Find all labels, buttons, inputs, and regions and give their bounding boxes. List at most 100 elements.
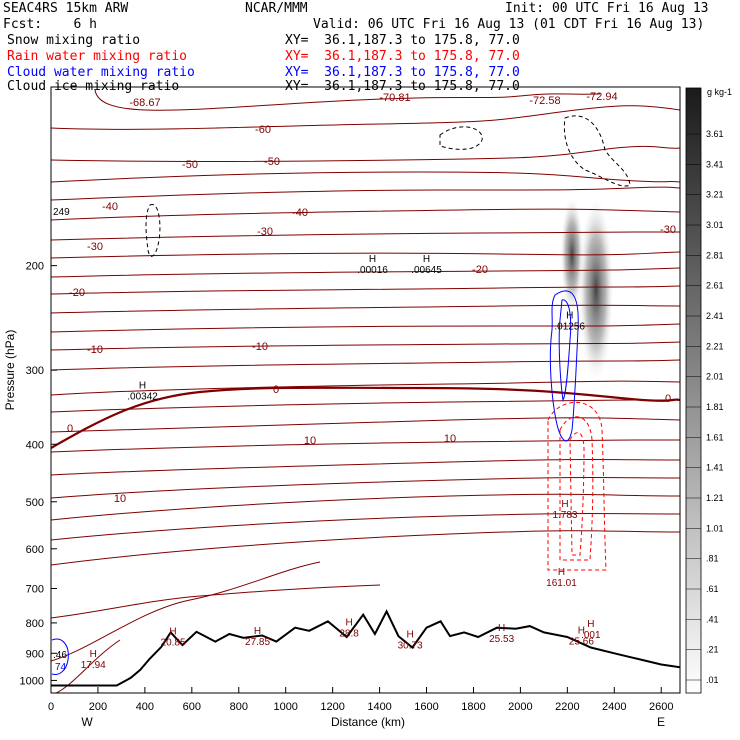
contour-label: -68.67 (129, 97, 160, 109)
extrema-value: 28.8 (339, 628, 359, 639)
contour-line (51, 493, 680, 521)
contour-label: -10 (87, 344, 103, 356)
colorbar-label: 1.01 (706, 523, 724, 533)
extrema-marker: H (254, 626, 261, 637)
rain-contour (547, 401, 607, 571)
extrema-marker: H (169, 627, 176, 638)
y-axis: 200 300 400 500 600 700 800 900 1000 (20, 261, 57, 687)
contour-label: -20 (69, 287, 85, 299)
contour-line (51, 477, 680, 499)
ice-contour (439, 126, 483, 150)
extrema-marker: H (139, 381, 146, 392)
contour-line (51, 513, 680, 541)
extrema-value: .00342 (127, 392, 158, 403)
contour-label: 10 (444, 433, 456, 445)
contour-line (51, 380, 680, 396)
colorbar-label: 2.01 (706, 372, 724, 382)
rain-contour (569, 432, 585, 556)
field-cloud-water-label: Cloud water mixing ratio (7, 65, 195, 80)
contour-label: -20 (472, 264, 488, 276)
y-tick-label: 500 (26, 497, 44, 509)
y-axis-label: Pressure (hPa) (3, 330, 17, 411)
contour-label: -50 (182, 159, 198, 171)
extrema-marker: H (558, 567, 565, 578)
field-snow-label: Snow mixing ratio (7, 33, 141, 48)
x-axis-west-label: W (81, 715, 93, 729)
colorbar-label: .81 (706, 554, 719, 564)
extrema-value: 27.85 (245, 637, 270, 648)
contour-line (51, 171, 680, 183)
contour-label: -40 (292, 207, 308, 219)
colorbar (685, 87, 702, 694)
extrema-labels: H.00016H.00645H.01256H.00342H1.783H161.0… (53, 207, 601, 673)
contour-labels: -72.94 -72.58 -70.81 -68.67 -60 -50 -50 -40 -40 -… (67, 91, 676, 505)
x-tick-label: 600 (183, 701, 201, 713)
extrema-marker: H (345, 617, 352, 628)
plot-frame (50, 86, 681, 694)
extrema-value: 30.73 (398, 640, 423, 651)
x-tick-label: 1600 (414, 701, 438, 713)
contour-line (51, 267, 680, 278)
ice-contour (145, 204, 161, 257)
extrema-marker: H (406, 629, 413, 640)
contour-label: -72.94 (586, 91, 617, 103)
contour-line (51, 530, 680, 566)
cloud-water-contour (549, 290, 579, 442)
edge-label: 74 (55, 662, 67, 673)
contour-line (51, 208, 680, 221)
field-rain-label: Rain water mixing ratio (7, 49, 188, 64)
cloud-ice-contours (145, 115, 631, 257)
y-tick-label: 700 (26, 584, 44, 596)
extrema-marker: H (561, 499, 568, 510)
colorbar-labels: 3.61 3.41 3.21 3.01 2.81 2.61 2.41 2.21 2.01 1.81… (686, 129, 724, 685)
contour-line (51, 561, 321, 662)
cloud-water-contour (558, 299, 572, 402)
colorbar-label: 1.81 (706, 402, 724, 412)
edge-label: .46 (53, 650, 67, 661)
field-rain-xy: XY= 36.1,187.3 to 175.8, 77.0 (285, 49, 520, 64)
contour-line (51, 341, 680, 351)
contour-line (51, 186, 680, 201)
extrema-marker: H (423, 254, 430, 265)
colorbar-label: 1.61 (706, 432, 724, 442)
init-time: Init: 00 UTC Fri 16 Aug 13 (505, 1, 709, 16)
extrema-value: 25.53 (489, 634, 514, 645)
x-tick-label: 1000 (273, 701, 297, 713)
colorbar-unit: g kg-1 (707, 87, 732, 97)
contour-line (51, 145, 680, 162)
y-tick-label: 900 (26, 648, 44, 660)
extrema-value: .00016 (357, 265, 388, 276)
field-cloud-water-xy: XY= 36.1,187.3 to 175.8, 77.0 (285, 65, 520, 80)
x-tick-label: 400 (136, 701, 154, 713)
contour-label: -50 (264, 156, 280, 168)
snow-shading (560, 195, 614, 385)
cloud-water-contours (51, 290, 579, 675)
x-tick-label: 2400 (602, 701, 626, 713)
contour-line (51, 417, 680, 433)
x-tick-label: 1800 (461, 701, 485, 713)
x-tick-label: 1400 (367, 701, 391, 713)
colorbar-label: 3.21 (706, 190, 724, 200)
extrema-marker: H (578, 625, 585, 636)
contour-line (51, 399, 680, 413)
contour-label: -72.58 (529, 95, 560, 107)
colorbar-label: 3.61 (706, 129, 724, 139)
y-tick-label: 300 (26, 365, 44, 377)
colorbar-label: 2.61 (706, 281, 724, 291)
contour-line (51, 439, 680, 453)
colorbar-label: 2.41 (706, 311, 724, 321)
rain-water-contours (547, 401, 607, 571)
contour-label: -40 (102, 201, 118, 213)
y-tick-label: 1000 (20, 675, 44, 687)
contour-label: 10 (114, 493, 126, 505)
colorbar-label: .01 (706, 675, 719, 685)
extrema-value: 1.783 (552, 510, 577, 521)
contour-line (51, 323, 680, 333)
x-tick-label: 0 (48, 701, 54, 713)
ice-contour (563, 115, 631, 187)
extrema-marker: H (498, 623, 505, 634)
extrema-value: 25.66 (569, 636, 594, 647)
colorbar-label: 1.41 (706, 463, 724, 473)
contour-line (51, 584, 381, 619)
cloud-water-contour (51, 638, 69, 675)
